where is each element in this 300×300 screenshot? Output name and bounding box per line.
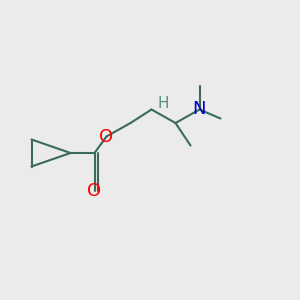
Text: N: N [193,100,206,118]
Text: O: O [99,128,114,146]
Text: H: H [158,96,169,111]
Text: O: O [87,182,102,200]
